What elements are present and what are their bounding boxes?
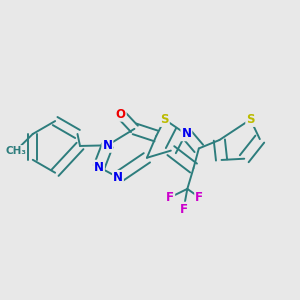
Text: N: N <box>94 160 104 174</box>
Text: N: N <box>182 127 191 140</box>
Text: CH₃: CH₃ <box>5 146 26 156</box>
Text: N: N <box>113 171 123 184</box>
Text: N: N <box>102 139 112 152</box>
Text: S: S <box>246 113 255 126</box>
Text: S: S <box>160 113 169 126</box>
Text: F: F <box>180 202 188 216</box>
Text: F: F <box>166 191 174 204</box>
Text: F: F <box>195 191 203 204</box>
Text: O: O <box>116 108 126 121</box>
